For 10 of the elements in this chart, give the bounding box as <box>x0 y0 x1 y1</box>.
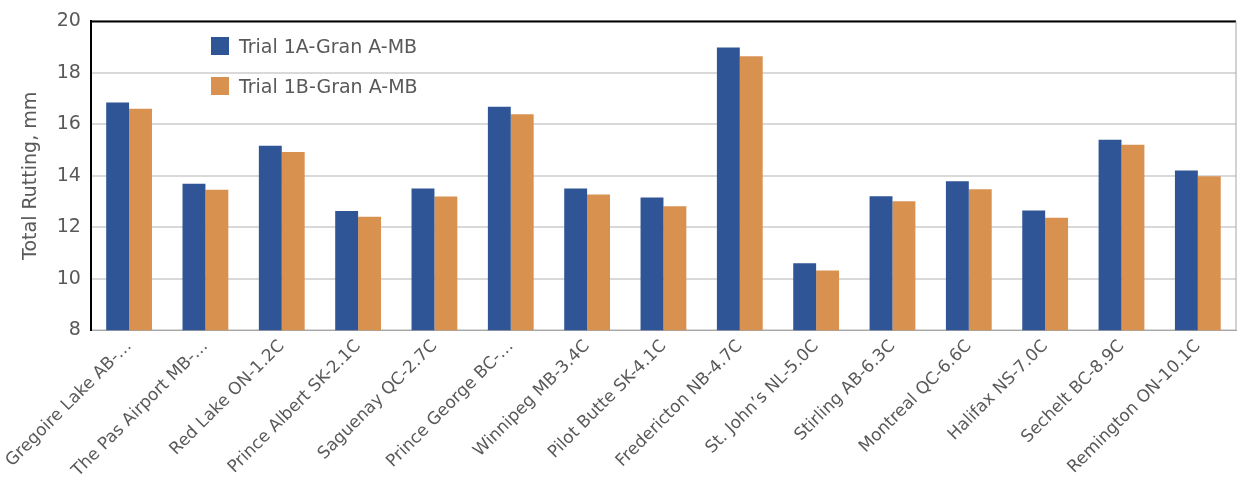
y-tick-label: 10 <box>56 265 81 288</box>
y-tick-label: 20 <box>56 8 81 31</box>
legend-label: Trial 1A-Gran A-MB <box>238 35 418 58</box>
y-tick-label: 12 <box>56 214 81 237</box>
legend-label: Trial 1B-Gran A-MB <box>238 75 418 98</box>
y-axis-title: Total Rutting, mm <box>18 91 41 261</box>
y-tick-label: 16 <box>56 111 81 134</box>
y-tick-label: 8 <box>68 317 81 340</box>
y-tick-label: 14 <box>56 162 81 185</box>
y-tick-label: 18 <box>56 59 81 82</box>
